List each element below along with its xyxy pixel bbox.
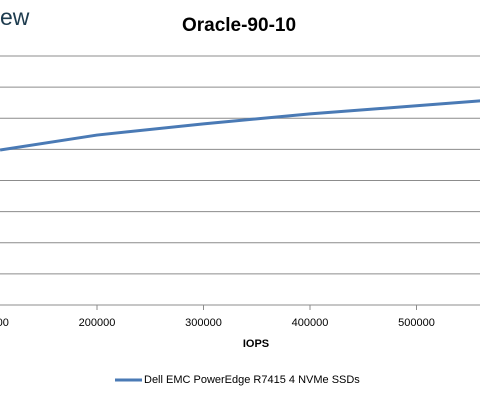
x-tick-label: 400000	[292, 317, 329, 329]
data-line	[0, 99, 480, 152]
chart-title: Oracle-90-10	[182, 15, 296, 36]
x-tick-label: 200000	[79, 317, 116, 329]
logo: ew	[0, 4, 30, 30]
x-tick-label: 100000	[0, 317, 9, 329]
legend-label: Dell EMC PowerEdge R7415 4 NVMe SSDs	[144, 374, 360, 386]
x-axis-title: IOPS	[243, 338, 269, 350]
x-tick-label: 300000	[185, 317, 222, 329]
x-tick-label: 500000	[398, 317, 435, 329]
